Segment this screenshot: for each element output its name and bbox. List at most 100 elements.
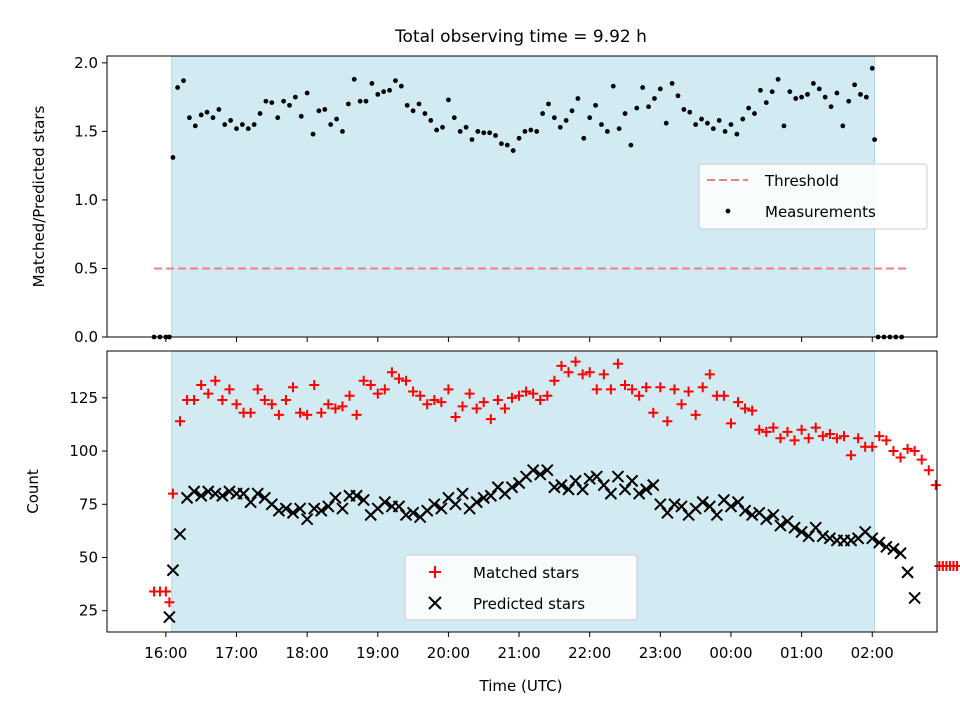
- measurement-point: [469, 137, 475, 143]
- measurement-point: [628, 142, 634, 148]
- measurement-point: [634, 105, 640, 111]
- measurement-point: [393, 78, 398, 84]
- matched-star-point: [401, 375, 412, 386]
- top-axes-frame: [106, 55, 938, 338]
- bottom-x-ticks: 16:00 17:00 18:00 19:00 20:00 21:00 22:00 23:00…: [144, 632, 894, 662]
- matched-star-point: [634, 390, 645, 401]
- matched-star-point: [245, 407, 256, 418]
- predicted-star-point: [654, 498, 667, 511]
- measurement-point: [846, 98, 852, 104]
- matched-star-point: [768, 422, 779, 433]
- measurement-point: [575, 96, 581, 101]
- measurement-point: [345, 101, 351, 107]
- measurement-point: [369, 81, 375, 86]
- bottom-panel: 25 50 75 100 125 16:00 17:00 18:00 19:00 20:00 21…: [24, 350, 960, 695]
- matched-star-point: [881, 435, 892, 446]
- matched-star-point: [549, 375, 560, 386]
- top-panel: 0.00.51.01.52.0 Matched/Predicted stars …: [30, 54, 938, 346]
- predicted-star-point: [272, 504, 286, 517]
- measurement-point: [239, 122, 245, 127]
- matched-star-point: [577, 369, 588, 380]
- measurement-point: [734, 131, 740, 137]
- matched-star-point: [542, 390, 553, 401]
- x-tick-label: 16:00: [144, 644, 187, 662]
- measurement-point: [775, 76, 781, 82]
- predicted-star-point: [336, 502, 349, 515]
- measurement-point: [534, 128, 540, 134]
- predicted-star-point: [887, 542, 900, 556]
- predicted-star-point: [406, 506, 420, 519]
- matched-star-point: [831, 433, 842, 444]
- matched-star-point: [266, 399, 277, 410]
- matched-star-point: [556, 360, 567, 371]
- predicted-star-point: [279, 502, 293, 515]
- predicted-star-point: [639, 483, 653, 496]
- measurement-point: [557, 124, 563, 130]
- matched-star-point: [923, 465, 934, 476]
- y-tick-label: 25: [79, 602, 98, 620]
- predicted-star-point: [166, 564, 180, 577]
- matched-star-point: [697, 382, 708, 393]
- measurement-point: [198, 112, 204, 118]
- measurement-point: [752, 111, 757, 116]
- predicted-star-point: [590, 470, 603, 483]
- measurement-point: [699, 116, 704, 122]
- x-tick-label: 17:00: [215, 644, 258, 662]
- predicted-star-point: [710, 508, 724, 522]
- predicted-star-point: [809, 521, 822, 534]
- measurement-point: [852, 82, 857, 88]
- y-tick-label: 0.5: [74, 259, 98, 277]
- predicted-star-point: [209, 487, 222, 500]
- measurement-point: [316, 108, 322, 114]
- matched-star-point: [316, 407, 327, 418]
- predicted-star-point: [788, 521, 801, 534]
- measurement-point: [269, 100, 275, 106]
- matched-star-point: [676, 399, 687, 410]
- measurement-point: [858, 91, 863, 97]
- measurement-point: [292, 94, 298, 100]
- measurement-point: [357, 98, 363, 104]
- predicted-legend-label: Predicted stars: [473, 595, 585, 613]
- top-legend: Threshold Measurements: [698, 163, 928, 230]
- matched-star-point: [641, 382, 652, 393]
- predicted-star-point: [668, 498, 681, 511]
- measurement-point: [528, 127, 534, 133]
- matched-star-point: [704, 369, 715, 380]
- predicted-star-point: [823, 532, 837, 545]
- y-tick-label: 75: [79, 495, 98, 513]
- measurement-point: [170, 155, 176, 160]
- predicted-star-point: [534, 468, 547, 481]
- predicted-star-point: [449, 498, 462, 511]
- matched-star-point: [443, 384, 454, 395]
- matched-star-point: [196, 380, 207, 391]
- matched-star-point: [323, 399, 334, 410]
- measurement-point: [498, 141, 504, 147]
- matched-star-point: [309, 380, 320, 391]
- predicted-star-point: [597, 478, 611, 492]
- predicted-star-point: [738, 504, 752, 517]
- x-tick-label: 01:00: [780, 644, 823, 662]
- predicted-star-point: [286, 506, 300, 519]
- measurement-point: [298, 113, 304, 119]
- measurement-point: [410, 108, 416, 114]
- matched-star-point: [506, 392, 517, 403]
- matched-star-point: [478, 397, 489, 408]
- matched-star-point: [853, 433, 864, 444]
- predicted-star-point: [583, 472, 596, 485]
- measurement-point: [245, 126, 251, 132]
- predicted-star-point: [647, 478, 660, 492]
- matched-star-point: [584, 367, 595, 378]
- bottom-legend-box: [404, 554, 638, 621]
- measurement-point: [799, 94, 805, 100]
- predicted-star-point: [866, 532, 879, 545]
- predicted-star-point: [760, 512, 773, 526]
- predicted-star-point: [244, 495, 257, 509]
- measurement-point: [487, 130, 493, 136]
- measurement-point: [275, 115, 281, 121]
- predicted-star-point: [435, 502, 448, 515]
- measurement-point: [493, 133, 498, 138]
- predicted-star-point: [477, 491, 490, 505]
- matched-star-point: [224, 384, 235, 395]
- matched-star-point: [408, 386, 419, 397]
- predicted-star-point: [392, 500, 406, 513]
